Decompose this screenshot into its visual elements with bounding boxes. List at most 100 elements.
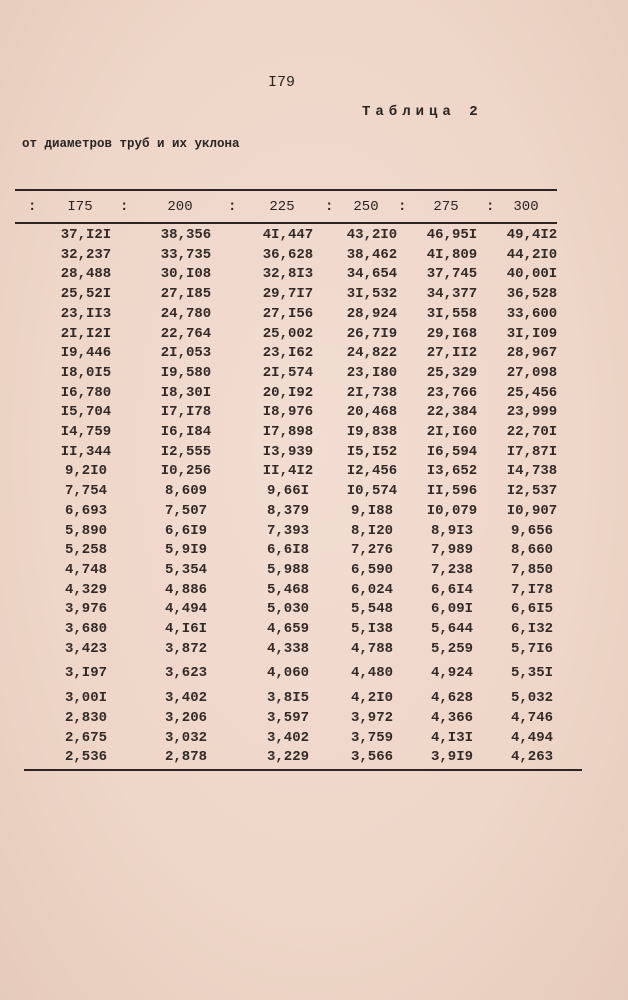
table-cell: 3,9I9	[430, 749, 473, 766]
table-cell: 3,402	[164, 690, 207, 707]
table-cell: 3I,I09	[506, 325, 558, 342]
table-cell: I4,738	[506, 463, 558, 480]
table-cell: 4,494	[164, 601, 207, 618]
column-header: 250	[353, 199, 379, 215]
table-cell: 38,462	[346, 246, 398, 263]
table-cell: I2,537	[506, 483, 558, 500]
page-number: I79	[268, 74, 296, 91]
table-cell: 23,I62	[262, 345, 314, 362]
table-cell: 3,423	[64, 640, 107, 657]
table-cell: 3,00I	[64, 690, 107, 707]
table-cell: 5,890	[64, 522, 107, 539]
column-header: 200	[167, 199, 193, 215]
table-cell: 9,2I0	[64, 463, 107, 480]
table-cell: 5,9I9	[164, 542, 207, 559]
table-cell: 6,693	[64, 502, 107, 519]
table-cell: I2,456	[346, 463, 398, 480]
table-cell: I0,574	[346, 483, 398, 500]
table-cell: 7,I78	[510, 581, 553, 598]
table-cell: 3,229	[266, 749, 309, 766]
table-cell: 4,748	[64, 561, 107, 578]
table-cell: 20,468	[346, 404, 398, 421]
table-cell: 8,I20	[350, 522, 393, 539]
table-cell: 8,609	[164, 483, 207, 500]
table-cell: 4,746	[510, 709, 553, 726]
table-cell: 3,623	[164, 665, 207, 682]
table-cell: 5,35I	[510, 665, 553, 682]
table-cell: I8,976	[262, 404, 314, 421]
table-cell: 2,675	[64, 729, 107, 746]
table-cell: 7,850	[510, 561, 553, 578]
table-cell: 7,276	[350, 542, 393, 559]
table-cell: 4,480	[350, 665, 393, 682]
table-cell: 4,366	[430, 709, 473, 726]
table-cell: 3,206	[164, 709, 207, 726]
table-cell: 2,878	[164, 749, 207, 766]
table-cell: 29,I68	[426, 325, 478, 342]
table-cell: 46,95I	[426, 227, 478, 243]
table-cell: 4,338	[266, 640, 309, 657]
table-cell: 8,9I3	[430, 522, 473, 539]
table-cell: 24,780	[160, 305, 212, 322]
table-cell: 22,384	[426, 404, 478, 421]
table-cell: 5,259	[430, 640, 473, 657]
table-cell: I9,838	[346, 424, 398, 440]
table-cell: I2,555	[160, 443, 212, 460]
table-cell: 28,488	[60, 266, 112, 283]
table-cell: I7,898	[262, 424, 314, 440]
table-cell: 27,I56	[262, 305, 314, 322]
table-cell: 24,822	[346, 345, 398, 362]
column-header: 300	[513, 199, 539, 215]
table-cell: 4,I3I	[430, 729, 473, 746]
table-cell: 9,66I	[266, 483, 309, 500]
table-cell: I0,256	[160, 463, 212, 480]
table-cell: 4,329	[64, 581, 107, 598]
table-cell: 3,566	[350, 749, 393, 766]
column-header: 225	[269, 199, 295, 215]
table-cell: 3,I97	[64, 665, 107, 682]
table-cell: 25,456	[506, 384, 558, 401]
column-separator: :	[120, 199, 129, 215]
table-label: Таблица 2	[362, 104, 483, 120]
table-top-rule	[15, 189, 557, 191]
table-cell: I7,I78	[160, 404, 212, 421]
table-cell: 5,354	[164, 561, 207, 578]
table-cell: 2I,738	[346, 384, 398, 401]
table-cell: I6,I84	[160, 424, 212, 440]
table-cell: 27,098	[506, 364, 558, 381]
table-cell: 27,I85	[160, 286, 212, 303]
table-cell: 6,6I9	[164, 522, 207, 539]
table-cell: 33,735	[160, 246, 212, 263]
table-cell: I9,580	[160, 364, 212, 381]
table-cell: 4,I6I	[164, 621, 207, 637]
table-cell: 6,09I	[430, 601, 473, 618]
table-cell: 3,680	[64, 621, 107, 637]
table-cell: 3,8I5	[266, 690, 309, 707]
column-separator: :	[325, 199, 334, 215]
table-cell: 7,507	[164, 502, 207, 519]
table-cell: 5,548	[350, 601, 393, 618]
table-cell: 8,379	[266, 502, 309, 519]
table-cell: 4,628	[430, 690, 473, 707]
table-cell: 2I,053	[160, 345, 212, 362]
column-separator: :	[486, 199, 495, 215]
table-cell: 7,238	[430, 561, 473, 578]
table-cell: I6,780	[60, 384, 112, 401]
table-cell: 7,989	[430, 542, 473, 559]
table-cell: 32,237	[60, 246, 112, 263]
table-cell: 33,600	[506, 305, 558, 322]
table-cell: 40,00I	[506, 266, 558, 283]
column-separator: :	[398, 199, 407, 215]
table-cell: 2I,574	[262, 364, 314, 381]
column-header: 275	[433, 199, 459, 215]
table-cell: 2I,I60	[426, 424, 478, 440]
table-cell: 3,032	[164, 729, 207, 746]
table-cell: I5,I52	[346, 443, 398, 460]
table-cell: 6,024	[350, 581, 393, 598]
table-cell: 28,967	[506, 345, 558, 362]
table-cell: 27,II2	[426, 345, 478, 362]
table-cell: 25,002	[262, 325, 314, 342]
table-cell: II,4I2	[262, 463, 314, 480]
table-cell: 3,976	[64, 601, 107, 618]
table-cell: I8,0I5	[60, 364, 112, 381]
